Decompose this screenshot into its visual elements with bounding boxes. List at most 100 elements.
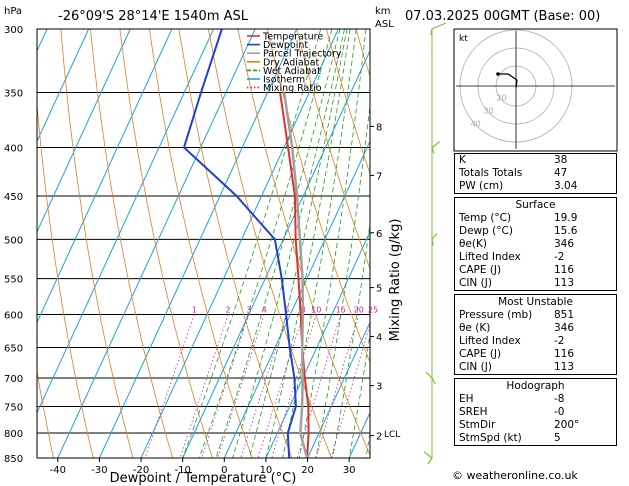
surface-box: Surface Temp (°C) 19.9 Dewp (°C) 15.6 θe(K) 3…: [454, 197, 617, 291]
index-name: Totals Totals: [459, 167, 523, 179]
index-row: θe (K) 346: [455, 322, 616, 335]
mixing-ratio-label: 15: [336, 306, 346, 315]
isotherm-line: [37, 29, 131, 233]
mixing-ratio-label: 3: [246, 306, 251, 315]
wet-adiabat-line: [248, 29, 348, 458]
dry-adiabat-line: [37, 100, 94, 458]
index-value: 47: [554, 167, 568, 179]
index-value: 113: [554, 277, 575, 289]
x-axis-label: Dewpoint / Temperature (°C): [110, 471, 297, 486]
pressure-tick-label: 350: [4, 88, 23, 99]
dry-adiabat-line: [208, 29, 332, 458]
mixing-ratio-line: [201, 314, 250, 458]
index-name: Pressure (mb): [459, 309, 533, 321]
index-name: SREH: [459, 406, 488, 418]
index-value: 200°: [554, 419, 580, 431]
mixing-ratio-label: 25: [368, 306, 378, 315]
index-row: StmSpd (kt) 5: [455, 432, 616, 445]
height-tick-label: 6: [376, 229, 382, 240]
chart-title-location: -26°09'S 28°14'E 1540m ASL: [58, 9, 249, 24]
footer-credit[interactable]: © weatheronline.co.uk: [452, 469, 578, 482]
mixing-ratio-label: 10: [311, 306, 321, 315]
height-tick-label: 2: [376, 432, 382, 443]
index-row: Lifted Index -2: [455, 251, 616, 264]
chart-title-datetime: 07.03.2025 00GMT (Base: 00): [405, 9, 600, 24]
index-name: Lifted Index: [459, 251, 521, 263]
height-tick-label: 4: [376, 333, 382, 344]
index-value: -2: [554, 251, 565, 263]
pressure-unit-label: hPa: [4, 6, 22, 17]
indices-panel: K 38 Totals Totals 47 PW (cm) 3.04 Surface Te…: [454, 153, 617, 468]
plot-frame: [36, 28, 371, 459]
dry-adiabat-line: [267, 29, 370, 364]
index-name: Temp (°C): [459, 212, 512, 224]
index-row: CAPE (J) 116: [455, 348, 616, 361]
x-tick-label: -40: [50, 465, 66, 476]
isotherm-line: [182, 49, 370, 458]
wet-adiabat-line: [215, 29, 341, 458]
wind-barbs: [423, 22, 447, 465]
wind-barb: [425, 371, 436, 385]
height-tick-label: 8: [376, 122, 382, 133]
index-name: Dewp (°C): [459, 225, 513, 237]
pressure-tick-label: 500: [4, 235, 23, 246]
most-unstable-box: Most Unstable Pressure (mb) 851 θe (K) 346 L…: [454, 294, 617, 375]
indices-box: K 38 Totals Totals 47 PW (cm) 3.04: [454, 153, 617, 194]
wet-adiabat-line: [198, 29, 333, 458]
x-tick-label: 10: [260, 465, 273, 476]
x-tick-label: 20: [301, 465, 314, 476]
dry-adiabat-line: [90, 29, 174, 458]
x-tick-label: -30: [91, 465, 107, 476]
index-value: -2: [554, 335, 565, 347]
index-row: Dewp (°C) 15.6: [455, 225, 616, 238]
series-line-dewpoint: [182, 29, 297, 458]
pressure-tick-label: 800: [4, 429, 23, 440]
isotherm-line: [265, 230, 370, 458]
legend-label: Mixing Ratio: [263, 83, 322, 94]
index-row: SREH -0: [455, 406, 616, 419]
mixing-ratio-line: [330, 323, 370, 458]
mixing-ratio-line: [240, 314, 287, 458]
pressure-tick-label: 450: [4, 192, 23, 203]
legend-label: Isotherm: [263, 75, 305, 86]
hodograph-ring-label: 30: [484, 106, 494, 115]
index-row: θe(K) 346: [455, 238, 616, 251]
wind-barb: [423, 451, 433, 465]
index-name: EH: [459, 393, 474, 405]
legend-label: Dry Adiabat: [263, 57, 320, 68]
pressure-tick-label: 400: [4, 144, 23, 155]
index-value: 346: [554, 322, 575, 334]
index-name: Lifted Index: [459, 335, 521, 347]
dry-adiabat-line: [119, 29, 213, 458]
isotherm-line: [140, 29, 339, 458]
index-name: PW (cm): [459, 180, 504, 192]
dry-adiabat-line: [296, 29, 370, 270]
index-name: CIN (J): [459, 361, 492, 373]
index-value: 116: [554, 348, 575, 360]
wet-adiabat-line: [348, 331, 370, 458]
index-value: 5: [554, 432, 561, 444]
index-row: EH -8: [455, 393, 616, 406]
hodograph-unit: kt: [459, 34, 468, 44]
hodograph-ring-label: 20: [497, 93, 507, 102]
isotherm-line: [223, 140, 370, 458]
x-tick-label: -20: [133, 465, 149, 476]
isotherm-line: [37, 29, 214, 414]
height-unit-km: km: [375, 6, 391, 17]
mixing-ratio-line: [217, 314, 265, 458]
index-value: 851: [554, 309, 575, 321]
index-row: CIN (J) 113: [455, 277, 616, 290]
hodograph-trace: [498, 73, 518, 89]
index-name: θe (K): [459, 322, 491, 334]
wet-adiabat-line: [232, 29, 345, 458]
wind-barb: [431, 141, 441, 154]
mixing-ratio-line: [179, 314, 229, 458]
legend-label: Dewpoint: [263, 40, 308, 51]
index-value: 3.04: [554, 180, 578, 192]
dry-adiabat-line: [149, 29, 253, 458]
index-row: Totals Totals 47: [455, 167, 616, 180]
hodograph-ring-label: 40: [471, 119, 481, 128]
index-value: -8: [554, 393, 565, 405]
